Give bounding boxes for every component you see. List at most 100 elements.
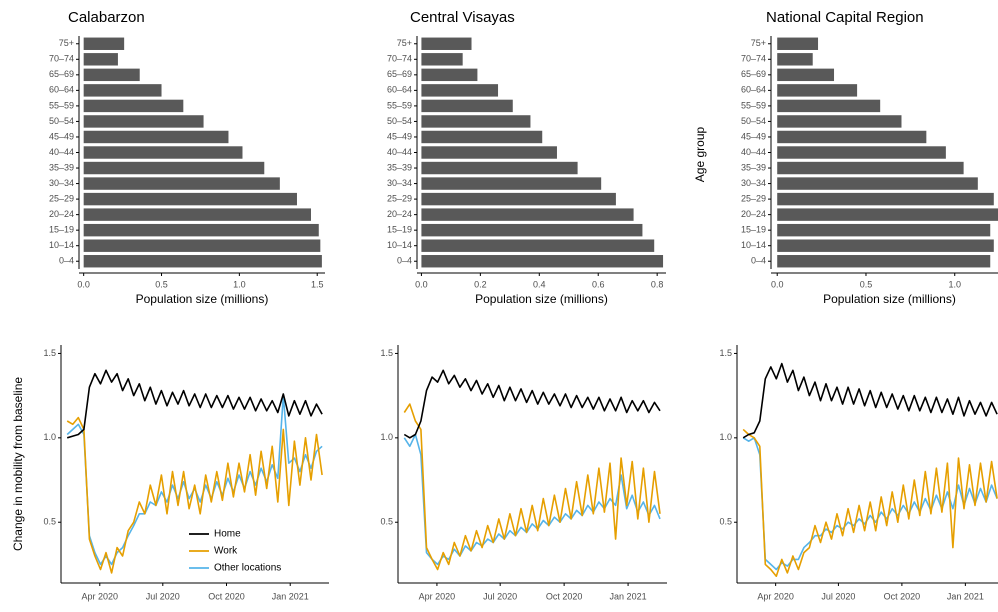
- y-tick-label: 70–74: [49, 54, 74, 64]
- bar: [421, 68, 478, 82]
- bar: [83, 161, 265, 175]
- y-tick-label: 55–59: [741, 100, 766, 110]
- y-tick-label: 25–29: [49, 193, 74, 203]
- panel-title: Central Visayas: [410, 9, 515, 26]
- series-line: [66, 416, 323, 574]
- y-tick-label: 50–54: [387, 116, 412, 126]
- x-tick-label: 0.5: [155, 279, 168, 289]
- bar: [777, 115, 902, 128]
- y-tick-label: 10–14: [387, 240, 412, 250]
- bar: [421, 146, 557, 159]
- bar: [421, 255, 664, 268]
- legend-label: Other locations: [214, 563, 281, 574]
- bar: [83, 84, 162, 97]
- x-tick-label: 1.5: [311, 279, 324, 289]
- series-line: [742, 428, 998, 577]
- x-tick-label: Oct 2020: [208, 591, 245, 601]
- series-line: [742, 437, 998, 571]
- bar: [421, 37, 472, 50]
- y-tick-label: 0–4: [397, 256, 412, 266]
- series-line: [742, 362, 998, 439]
- bar: [421, 99, 513, 113]
- bar: [777, 84, 858, 97]
- y-tick-label: 65–69: [387, 69, 412, 79]
- bar: [83, 146, 243, 159]
- x-tick-label: 0.4: [533, 279, 546, 289]
- y-tick-label: 60–64: [49, 85, 74, 95]
- y-tick-label: 75+: [751, 38, 766, 48]
- y-tick-label: 70–74: [387, 54, 412, 64]
- y-tick-label: 1.5: [43, 348, 56, 358]
- bar: [421, 130, 543, 144]
- series-line: [403, 403, 661, 571]
- bar: [777, 68, 835, 82]
- x-tick-label: Jan 2021: [272, 591, 309, 601]
- y-tick-label: 20–24: [387, 209, 412, 219]
- y-tick-label: 10–14: [741, 240, 766, 250]
- bar: [777, 239, 994, 252]
- y-tick-label: 1.5: [380, 348, 393, 358]
- y-tick-label: 35–39: [387, 162, 412, 172]
- x-tick-label: Apr 2020: [82, 591, 119, 601]
- y-tick-label: 0–4: [751, 256, 766, 266]
- x-tick-label: 0.0: [77, 279, 90, 289]
- y-tick-label: 40–44: [49, 147, 74, 157]
- y-tick-label: 1.5: [719, 348, 732, 358]
- series-line: [403, 369, 661, 439]
- bar: [777, 161, 964, 175]
- y-tick-label: 1.0: [43, 432, 56, 442]
- y-tick-label: 55–59: [49, 100, 74, 110]
- bar: [83, 130, 229, 144]
- y-tick-label: 45–49: [741, 131, 766, 141]
- bar: [83, 37, 125, 50]
- panel-title: Calabarzon: [68, 9, 145, 26]
- bar: [421, 192, 616, 206]
- x-tick-label: 1.0: [233, 279, 246, 289]
- bar: [421, 161, 578, 175]
- x-axis-title: Population size (millions): [823, 292, 956, 306]
- bar: [83, 177, 280, 190]
- x-tick-label: Apr 2020: [757, 591, 794, 601]
- x-tick-label: Jul 2020: [146, 591, 180, 601]
- bar: [421, 208, 634, 221]
- series-line: [66, 394, 323, 566]
- bar: [83, 223, 319, 237]
- bar: [83, 53, 118, 66]
- x-tick-label: Jan 2021: [610, 591, 647, 601]
- bar: [777, 53, 813, 66]
- bar: [421, 84, 499, 97]
- bar: [83, 115, 204, 128]
- y-tick-label: 50–54: [49, 116, 74, 126]
- bar: [83, 208, 311, 221]
- y-tick-label: 0.5: [380, 517, 393, 527]
- bar: [777, 146, 946, 159]
- series-line: [66, 369, 323, 439]
- bar: [777, 37, 819, 50]
- y-tick-label: 40–44: [741, 147, 766, 157]
- x-tick-label: 0.6: [592, 279, 605, 289]
- y-tick-label: 65–69: [741, 69, 766, 79]
- y-tick-label: 45–49: [49, 131, 74, 141]
- x-axis-title: Population size (millions): [475, 292, 608, 306]
- y-tick-label: 35–39: [49, 162, 74, 172]
- y-tick-label: 30–34: [49, 178, 74, 188]
- panel-title: National Capital Region: [766, 9, 924, 26]
- y-tick-label: 0.5: [43, 517, 56, 527]
- x-tick-label: Jan 2021: [947, 591, 984, 601]
- y-tick-label: 40–44: [387, 147, 412, 157]
- x-tick-label: 0.5: [860, 279, 873, 289]
- bar: [421, 115, 531, 128]
- y-tick-label: 10–14: [49, 240, 74, 250]
- x-tick-label: Apr 2020: [419, 591, 456, 601]
- y-tick-label: 1.0: [719, 432, 732, 442]
- y-tick-label: 75+: [397, 38, 412, 48]
- bar: [421, 239, 655, 252]
- y-tick-label: 45–49: [387, 131, 412, 141]
- y-tick-label: 20–24: [741, 209, 766, 219]
- y-axis-title: Change in mobility from baseline: [11, 377, 25, 551]
- x-tick-label: 0.0: [771, 279, 784, 289]
- bar: [83, 239, 321, 252]
- bar: [421, 223, 643, 237]
